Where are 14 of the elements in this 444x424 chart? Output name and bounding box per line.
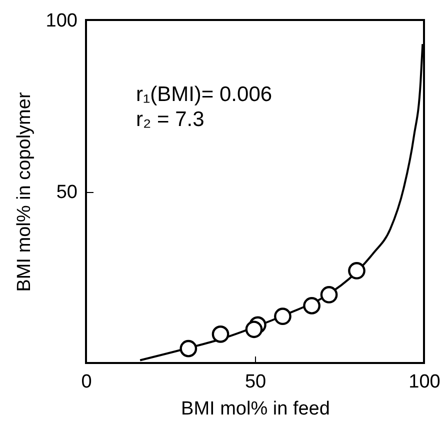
point <box>180 340 198 358</box>
point <box>320 286 338 304</box>
point <box>245 320 263 338</box>
point <box>348 262 366 280</box>
point <box>274 308 292 326</box>
annotation: r₁(BMI)= 0.006 <box>136 83 272 106</box>
x-tick-label: 50 <box>244 372 266 392</box>
annotation: r₂ = 7.3 <box>136 108 204 131</box>
point <box>303 297 320 314</box>
x-tick-label: 100 <box>408 372 440 392</box>
y-axis-title: BMI mol% in copolymer <box>14 92 35 292</box>
x-axis-title: BMI mol% in feed <box>181 398 330 420</box>
point <box>212 326 230 343</box>
x-tick-label: 0 <box>81 372 92 392</box>
